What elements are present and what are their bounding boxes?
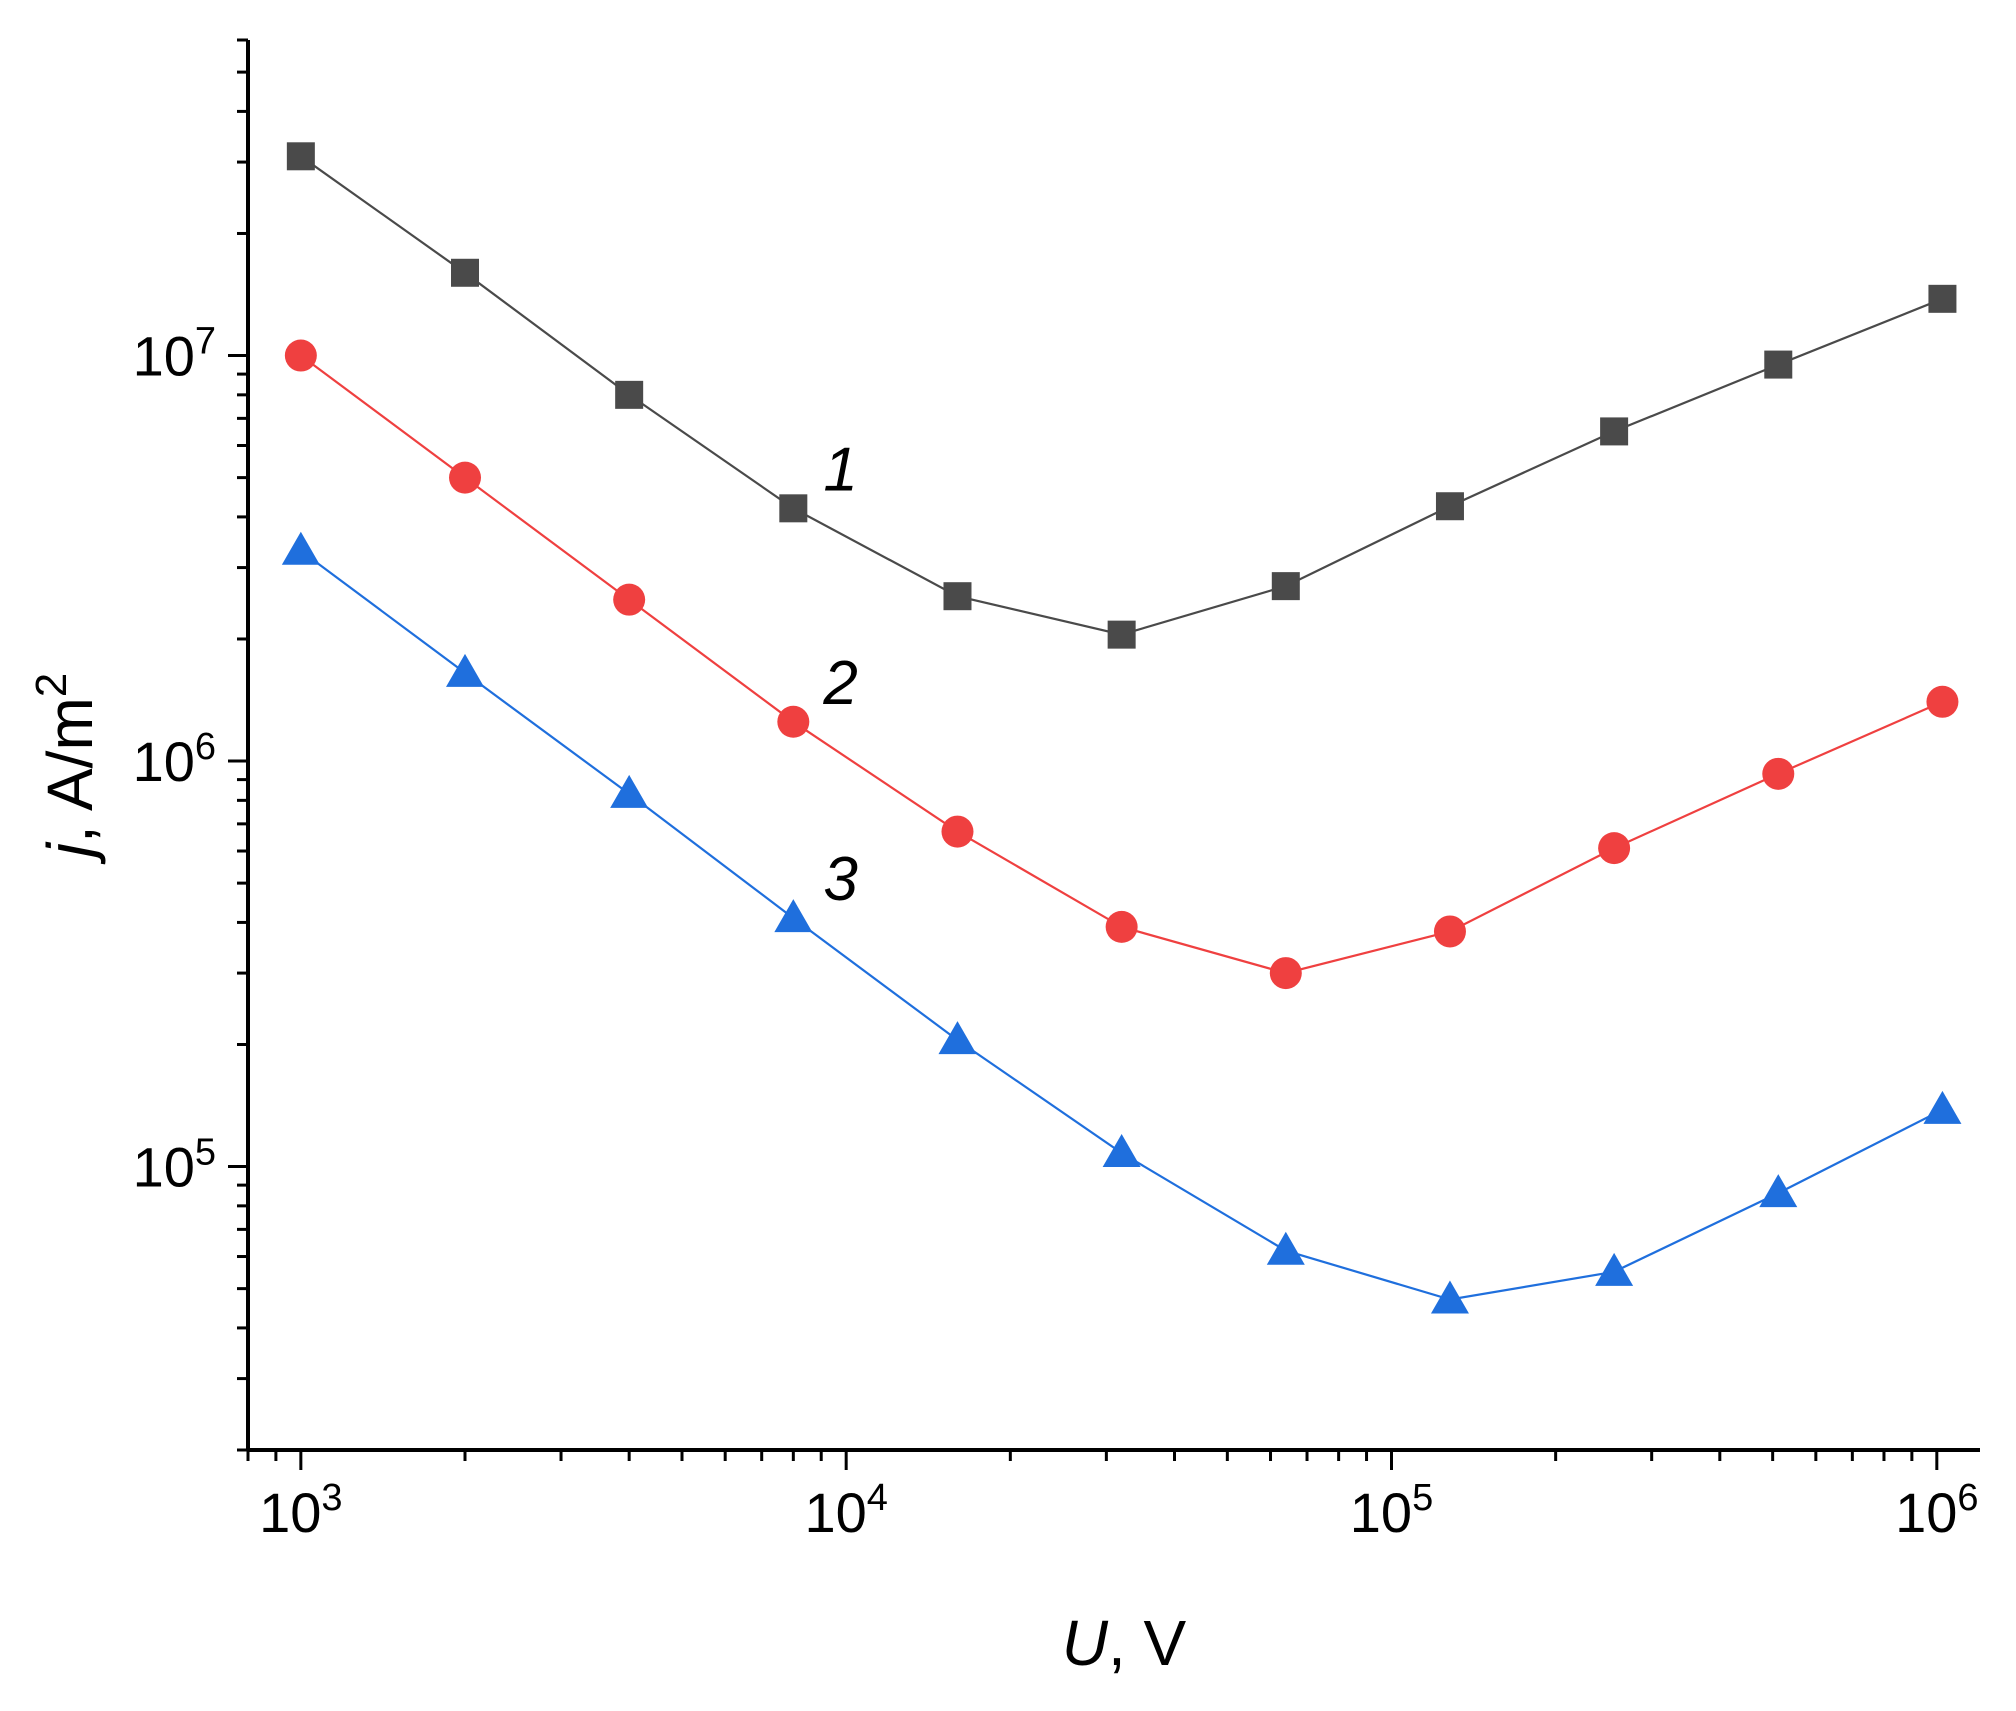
series-3-point (1595, 1252, 1634, 1286)
series-1-point (1600, 417, 1629, 446)
x-axis-title-var: U (1062, 1607, 1109, 1679)
x-tick-exp: 5 (1412, 1477, 1433, 1519)
series-2-point (777, 705, 810, 738)
series-2-point (1433, 915, 1466, 948)
x-tick-base: 10 (259, 1481, 321, 1544)
series-1-line (300, 155, 1943, 636)
x-tick-label: 104 (804, 1477, 887, 1544)
x-axis-title-rest: , V (1108, 1607, 1187, 1679)
series-1-point (615, 380, 644, 409)
y-axis-title-rest: , A/m (34, 697, 106, 843)
y-axis-title-sup: 2 (27, 673, 76, 697)
series-2-point (1269, 957, 1302, 990)
y-tick-exp: 6 (195, 726, 216, 768)
curve-label-1: 1 (823, 435, 857, 504)
series-2-point (613, 583, 646, 616)
series-2-point (1926, 685, 1959, 718)
series-2-point (941, 815, 974, 848)
series-1-point (286, 142, 315, 171)
series-3-point (774, 899, 813, 933)
series-1-point (451, 258, 480, 287)
curve-label-3: 3 (823, 845, 857, 914)
x-tick-base: 10 (1350, 1481, 1412, 1544)
series-1-point (1764, 350, 1793, 379)
series-1-point (943, 582, 972, 611)
series-3-point (446, 653, 485, 687)
axes (246, 40, 1980, 1452)
series-3-point (1102, 1134, 1141, 1168)
series-3-point (610, 774, 649, 808)
series-1-point (1928, 284, 1957, 313)
x-tick-label: 103 (259, 1477, 342, 1544)
y-tick-exp: 5 (195, 1132, 216, 1174)
x-tick-exp: 4 (867, 1477, 888, 1519)
series-1-point (779, 494, 808, 523)
series-2 (284, 339, 1959, 990)
series-3-point (938, 1021, 977, 1055)
x-tick-base: 10 (1895, 1481, 1957, 1544)
y-tick-base: 10 (133, 325, 195, 388)
y-axis-title-var: j (34, 841, 106, 865)
x-tick-exp: 3 (321, 1477, 342, 1519)
series-3 (281, 531, 1962, 1314)
series-3-point (1266, 1231, 1305, 1265)
y-tick-label: 107 (133, 321, 216, 388)
x-tick-base: 10 (804, 1481, 866, 1544)
series-2-point (1105, 910, 1138, 943)
curve-label-2: 2 (822, 649, 857, 718)
series-2-line (300, 354, 1943, 975)
x-tick-label: 106 (1895, 1477, 1978, 1544)
series-2-point (1762, 757, 1795, 790)
y-tick-label: 106 (133, 726, 216, 793)
series-1-point (1107, 620, 1136, 649)
y-axis-title: j, A/m2 (27, 673, 106, 866)
labels-layer: 1 2 3 (822, 435, 857, 914)
series-3-point (1759, 1174, 1798, 1208)
series-3-point (281, 531, 320, 565)
series-2-point (284, 339, 317, 372)
series-layer (281, 142, 1962, 1314)
series-1-point (1271, 572, 1300, 601)
series-3-point (1923, 1090, 1962, 1124)
x-tick-exp: 6 (1957, 1477, 1978, 1519)
series-1-point (1435, 492, 1464, 521)
x-tick-label: 105 (1350, 1477, 1433, 1544)
series-1 (286, 142, 1957, 649)
series-3-point (1430, 1280, 1469, 1314)
y-tick-exp: 7 (195, 321, 216, 363)
y-tick-label: 105 (133, 1132, 216, 1199)
series-2-point (449, 461, 482, 494)
y-tick-base: 10 (133, 730, 195, 793)
series-2-point (1598, 832, 1631, 865)
x-axis-title: U, V (1062, 1607, 1187, 1679)
y-tick-base: 10 (133, 1136, 195, 1199)
